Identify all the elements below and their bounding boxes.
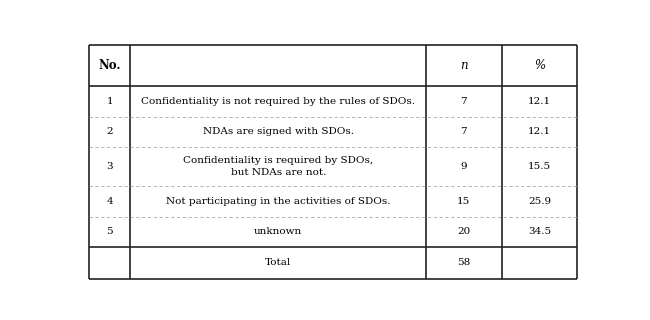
Text: Confidentiality is not required by the rules of SDOs.: Confidentiality is not required by the r… bbox=[141, 97, 415, 106]
Text: 9: 9 bbox=[460, 162, 467, 171]
Text: Confidentiality is required by SDOs,
but NDAs are not.: Confidentiality is required by SDOs, but… bbox=[183, 156, 373, 177]
Text: 1: 1 bbox=[107, 97, 113, 106]
Text: 12.1: 12.1 bbox=[528, 127, 551, 136]
Text: 2: 2 bbox=[107, 127, 113, 136]
Text: 34.5: 34.5 bbox=[528, 227, 551, 236]
Text: Total: Total bbox=[265, 258, 291, 267]
Text: 15: 15 bbox=[457, 197, 471, 206]
Text: 25.9: 25.9 bbox=[528, 197, 551, 206]
Text: 3: 3 bbox=[107, 162, 113, 171]
Text: 12.1: 12.1 bbox=[528, 97, 551, 106]
Text: No.: No. bbox=[98, 59, 121, 72]
Text: 20: 20 bbox=[457, 227, 471, 236]
Text: 7: 7 bbox=[460, 97, 467, 106]
Text: 58: 58 bbox=[457, 258, 471, 267]
Text: n: n bbox=[460, 59, 467, 72]
Text: 7: 7 bbox=[460, 127, 467, 136]
Text: Not participating in the activities of SDOs.: Not participating in the activities of S… bbox=[166, 197, 391, 206]
Text: NDAs are signed with SDOs.: NDAs are signed with SDOs. bbox=[203, 127, 354, 136]
Text: unknown: unknown bbox=[254, 227, 302, 236]
Text: 4: 4 bbox=[107, 197, 113, 206]
Text: %: % bbox=[534, 59, 545, 72]
Text: 5: 5 bbox=[107, 227, 113, 236]
Text: 15.5: 15.5 bbox=[528, 162, 551, 171]
